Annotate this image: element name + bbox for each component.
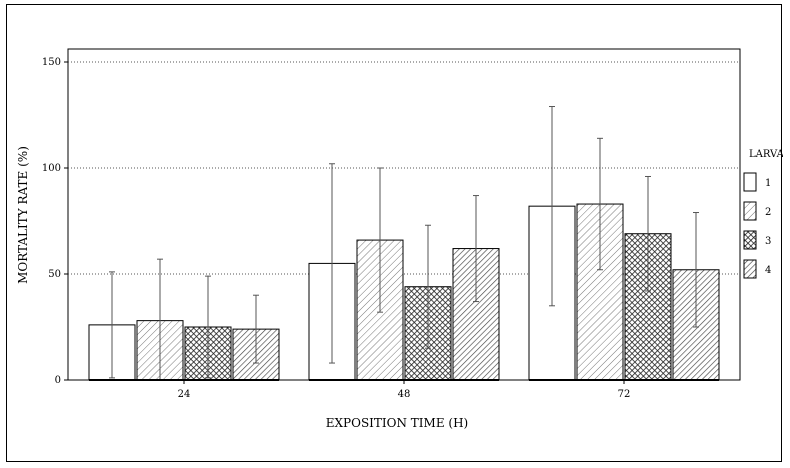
x-tick-label: 72 xyxy=(618,389,631,400)
legend-swatch-3 xyxy=(743,230,757,250)
x-axis-ticks: 24 48 72 xyxy=(178,380,631,400)
y-tick-label: 0 xyxy=(55,375,61,386)
bars xyxy=(88,106,720,381)
legend: 1 2 3 4 xyxy=(743,172,771,279)
legend-title: LARVAL xyxy=(749,149,783,160)
legend-label-1: 1 xyxy=(765,178,771,189)
y-tick-label: 150 xyxy=(42,57,61,68)
x-axis-title: EXPOSITION TIME (H) xyxy=(326,416,469,430)
gridlines xyxy=(68,61,740,275)
legend-swatch-2 xyxy=(743,201,757,221)
y-tick-label: 50 xyxy=(48,269,61,280)
chart-frame: 0 50 100 150 24 48 72 MORTALITY RATE (%) EXPO… xyxy=(6,4,790,462)
legend-swatch-1 xyxy=(743,172,757,192)
y-tick-label: 100 xyxy=(42,163,61,174)
x-tick-label: 48 xyxy=(398,389,411,400)
x-tick-label: 24 xyxy=(178,389,191,400)
y-axis-ticks: 0 50 100 150 xyxy=(42,57,68,386)
legend-label-4: 4 xyxy=(765,265,771,276)
legend-swatch-4 xyxy=(743,259,757,279)
legend-label-3: 3 xyxy=(765,236,771,247)
y-axis-title: MORTALITY RATE (%) xyxy=(16,146,30,284)
legend-label-2: 2 xyxy=(765,207,771,218)
